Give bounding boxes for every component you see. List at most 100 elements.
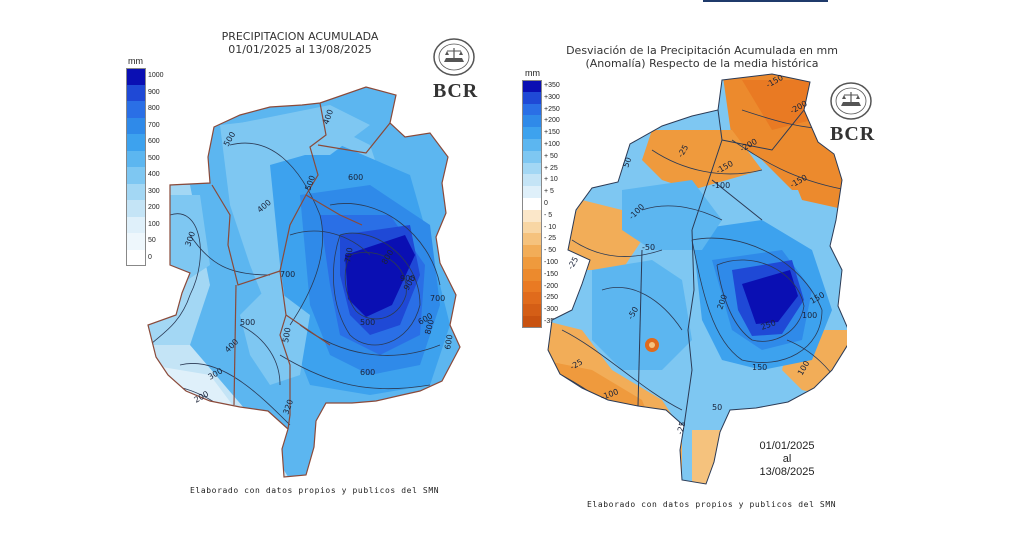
legend-label: -350 xyxy=(544,317,559,325)
contour-label: 700 xyxy=(343,247,355,264)
legend-label: + 5 xyxy=(544,188,554,196)
legend-label: - 25 xyxy=(544,235,557,243)
contour-label: 500 xyxy=(360,318,375,327)
legend-label: -150 xyxy=(544,270,559,278)
legend-swatch xyxy=(522,127,542,139)
left-title-line1: PRECIPITACION ACUMULADA xyxy=(221,30,379,43)
legend-swatch xyxy=(126,167,146,184)
legend-swatch xyxy=(126,249,146,266)
legend-swatch xyxy=(522,186,542,198)
legend-swatch xyxy=(522,245,542,257)
contour-label: 50 xyxy=(712,403,722,412)
contour-label: 150 xyxy=(752,363,767,372)
accumulated-precipitation-panel: PRECIPITACION ACUMULADA 01/01/2025 al 13… xyxy=(126,30,479,495)
left-title-line2: 01/01/2025 al 13/08/2025 xyxy=(228,43,372,56)
legend-frame xyxy=(522,80,542,328)
legend-label: +200 xyxy=(544,117,560,125)
legend-swatch xyxy=(522,139,542,151)
legend-swatch xyxy=(522,257,542,269)
right-title-line2: (Anomalía) Respecto de la media históric… xyxy=(585,57,819,70)
precipitation-anomaly-panel: Desviación de la Precipitación Acumulada… xyxy=(512,0,1024,538)
legend-swatch xyxy=(522,103,542,116)
legend-swatch xyxy=(522,233,542,246)
left-title: PRECIPITACION ACUMULADA 01/01/2025 al 13… xyxy=(210,30,390,56)
legend-swatch xyxy=(522,292,542,305)
right-credit: Elaborado con datos propios y publicos d… xyxy=(587,500,837,509)
bcr-seal-icon xyxy=(830,82,872,120)
legend-swatch xyxy=(126,101,146,118)
legend-label: + 25 xyxy=(544,164,558,172)
date-al: al xyxy=(782,453,792,465)
legend-swatch xyxy=(522,209,542,222)
left-logo-text: BCR xyxy=(433,80,479,102)
contour-label: 600 xyxy=(360,368,375,377)
contour-label: 50 xyxy=(621,156,633,169)
right-date-block: 01/01/2025 al 13/08/2025 xyxy=(752,440,822,479)
bcr-seal-icon xyxy=(433,38,475,76)
legend-swatch xyxy=(522,280,542,293)
legend-swatch xyxy=(126,150,146,167)
legend-swatch xyxy=(522,174,542,187)
left-credit: Elaborado con datos propios y publicos d… xyxy=(190,486,440,495)
left-legend-unit: mm xyxy=(128,56,143,66)
contour-label: 800 xyxy=(423,318,436,335)
legend-swatch xyxy=(126,183,146,200)
legend-swatch xyxy=(522,115,542,128)
date-end: 13/08/2025 xyxy=(759,466,815,478)
right-title-line1: Desviación de la Precipitación Acumulada… xyxy=(566,44,838,57)
legend-label: -250 xyxy=(544,294,559,302)
legend-label: 50 xyxy=(148,237,156,245)
legend-label: -300 xyxy=(544,306,559,314)
legend-swatch xyxy=(126,134,146,151)
legend-label: 600 xyxy=(148,138,160,146)
legend-label: - 5 xyxy=(544,211,553,219)
legend-label: 700 xyxy=(148,121,160,129)
legend-swatch xyxy=(522,268,542,281)
legend-label: 1000 xyxy=(148,72,164,80)
legend-label: + 10 xyxy=(544,176,558,184)
contour-label: -25 xyxy=(675,421,687,436)
top-accent-bar xyxy=(703,0,828,2)
legend-label: -100 xyxy=(544,258,559,266)
right-logo-text: BCR xyxy=(830,123,876,145)
legend-label: 0 xyxy=(544,199,548,207)
legend-swatch xyxy=(522,316,542,328)
contour-label: 600 xyxy=(348,173,363,182)
contour-label: -50 xyxy=(642,243,655,252)
legend-label: +350 xyxy=(544,81,560,89)
contour-label: 900 xyxy=(400,274,415,283)
legend-frame xyxy=(126,68,146,266)
legend-label: +150 xyxy=(544,129,560,137)
legend-label: -200 xyxy=(544,282,559,290)
legend-label: 100 xyxy=(148,220,160,228)
legend-label: 500 xyxy=(148,154,160,162)
legend-swatch xyxy=(522,80,542,92)
legend-label: + 50 xyxy=(544,152,558,160)
legend-label: 200 xyxy=(148,204,160,212)
legend-swatch xyxy=(522,198,542,210)
legend-swatch xyxy=(126,233,146,250)
contour-label: -100 xyxy=(712,181,730,190)
legend-swatch xyxy=(522,304,542,316)
legend-swatch xyxy=(126,68,146,85)
legend-label: 400 xyxy=(148,171,160,179)
legend-label: 0 xyxy=(148,253,152,261)
right-legend-unit: mm xyxy=(525,68,540,78)
legend-swatch xyxy=(522,221,542,234)
legend-label: +250 xyxy=(544,105,560,113)
contour-label: 600 xyxy=(443,334,455,351)
date-start: 01/01/2025 xyxy=(759,440,815,452)
legend-swatch xyxy=(126,216,146,233)
legend-swatch xyxy=(126,84,146,101)
legend-swatch xyxy=(522,162,542,175)
legend-label: +300 xyxy=(544,93,560,101)
legend-label: - 50 xyxy=(544,247,557,255)
contour-label: 700 xyxy=(280,270,295,279)
contour-label: 100 xyxy=(802,311,817,320)
contour-label: 700 xyxy=(430,294,445,303)
legend-swatch xyxy=(126,117,146,134)
right-title: Desviación de la Precipitación Acumulada… xyxy=(552,44,852,70)
legend-label: 900 xyxy=(148,88,160,96)
legend-swatch xyxy=(126,200,146,217)
